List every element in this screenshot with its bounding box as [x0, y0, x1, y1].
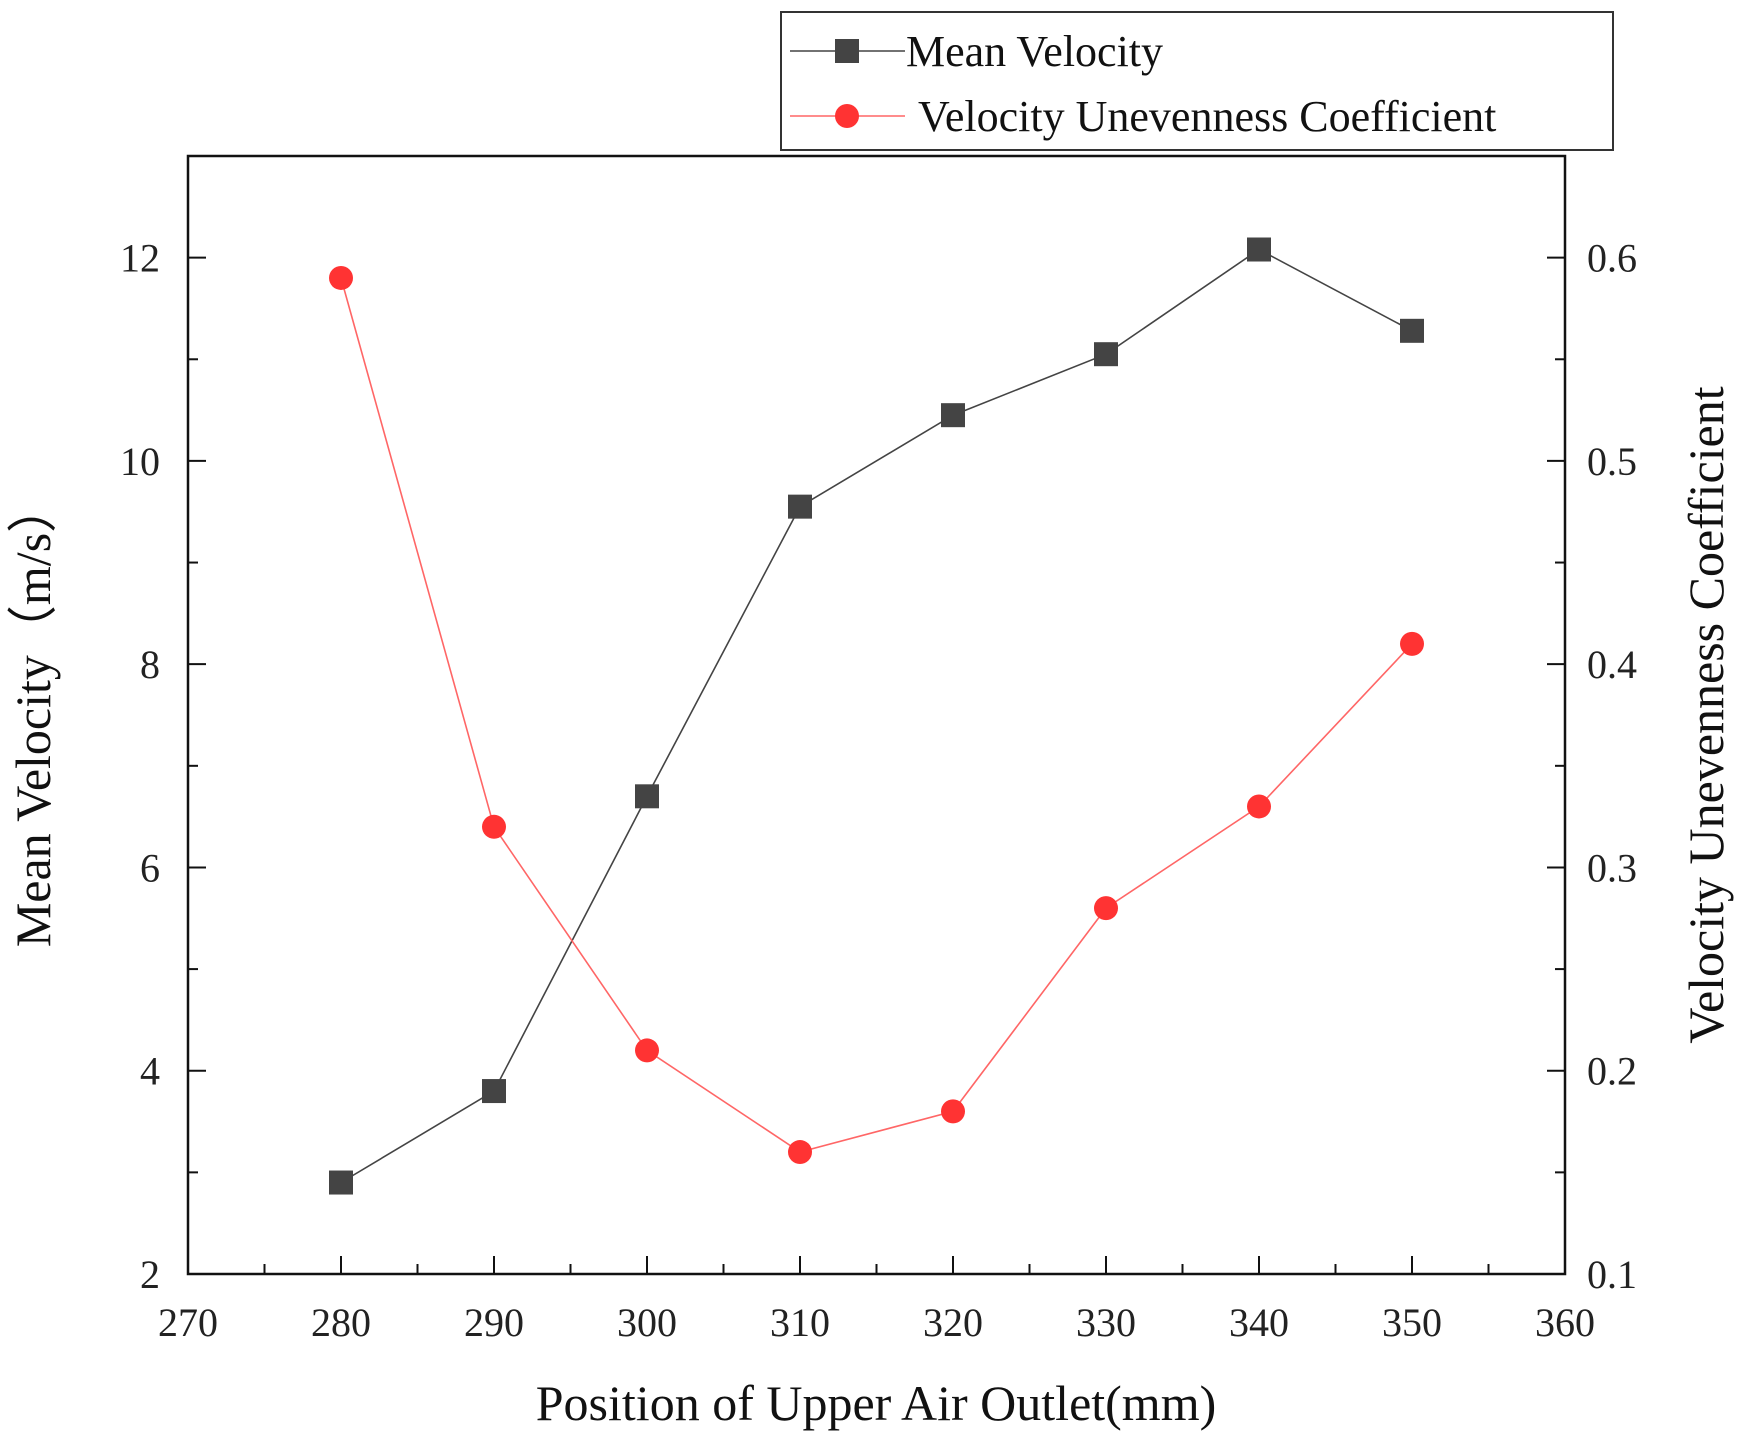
legend: Mean Velocity Velocity Unevenness Coeffi…	[780, 11, 1614, 151]
left-y-tick-label: 6	[140, 845, 160, 890]
left-y-tick-label: 4	[140, 1049, 160, 1094]
data-point-circle	[1400, 631, 1424, 656]
legend-label-velocity-unevenness: Velocity Unevenness Coefficient	[918, 92, 1496, 141]
legend-label-mean-velocity: Mean Velocity	[906, 27, 1163, 76]
x-axis-title: Position of Upper Air Outlet(mm)	[536, 1375, 1217, 1431]
data-point-square	[788, 494, 812, 519]
x-tick-label: 310	[770, 1300, 830, 1345]
left-y-tick-label: 10	[120, 439, 160, 484]
x-tick-label: 350	[1382, 1300, 1442, 1345]
data-point-square	[941, 403, 965, 428]
right-y-axis-title: Velocity Unevenness Coefficient	[1678, 386, 1734, 1043]
right-y-tick-label: 0.3	[1587, 845, 1637, 890]
data-point-square	[635, 784, 659, 809]
x-tick-label: 270	[158, 1300, 218, 1345]
right-y-tick-label: 0.1	[1587, 1252, 1637, 1297]
x-axis-ticks: 270 280 290 300 310 320 330 340 350 360	[158, 1256, 1595, 1345]
data-point-circle	[329, 265, 353, 290]
right-y-tick-label: 0.6	[1587, 236, 1637, 281]
x-tick-label: 300	[617, 1300, 677, 1345]
data-point-square	[1400, 318, 1424, 343]
series-line-0	[340, 248, 1413, 1184]
legend-marker-mean-velocity	[835, 39, 859, 63]
right-y-axis-ticks: 0.1 0.2 0.3 0.4 0.5 0.6	[1547, 155, 1637, 1297]
left-y-axis-title: Mean Velocity（m/s）	[5, 483, 61, 947]
x-tick-label: 280	[311, 1300, 371, 1345]
data-point-square	[482, 1079, 506, 1104]
left-y-tick-label: 2	[140, 1252, 160, 1297]
series-line-1	[340, 277, 1413, 1153]
x-tick-label: 320	[923, 1300, 983, 1345]
data-point-circle	[1094, 896, 1118, 921]
left-y-tick-label: 12	[120, 236, 160, 281]
right-y-tick-label: 0.4	[1587, 642, 1637, 687]
series-layer	[329, 237, 1424, 1195]
left-y-tick-label: 8	[140, 642, 160, 687]
x-tick-label: 290	[464, 1300, 524, 1345]
data-point-square	[329, 1170, 353, 1195]
data-point-square	[1247, 237, 1271, 262]
plot-frame	[186, 154, 1567, 1276]
right-y-tick-label: 0.5	[1587, 439, 1637, 484]
data-point-circle	[482, 814, 506, 839]
legend-marker-velocity-unevenness	[835, 104, 859, 128]
legend-box	[780, 11, 1614, 151]
data-point-circle	[635, 1038, 659, 1063]
left-y-axis-ticks: 2 4 6 8 10 12	[120, 155, 206, 1297]
data-point-circle	[788, 1140, 812, 1165]
data-point-circle	[1247, 794, 1271, 819]
right-y-tick-label: 0.2	[1587, 1049, 1637, 1094]
data-point-square	[1094, 342, 1118, 367]
x-tick-label: 360	[1535, 1300, 1595, 1345]
x-tick-label: 340	[1229, 1300, 1289, 1345]
data-point-circle	[941, 1099, 965, 1124]
x-tick-label: 330	[1076, 1300, 1136, 1345]
